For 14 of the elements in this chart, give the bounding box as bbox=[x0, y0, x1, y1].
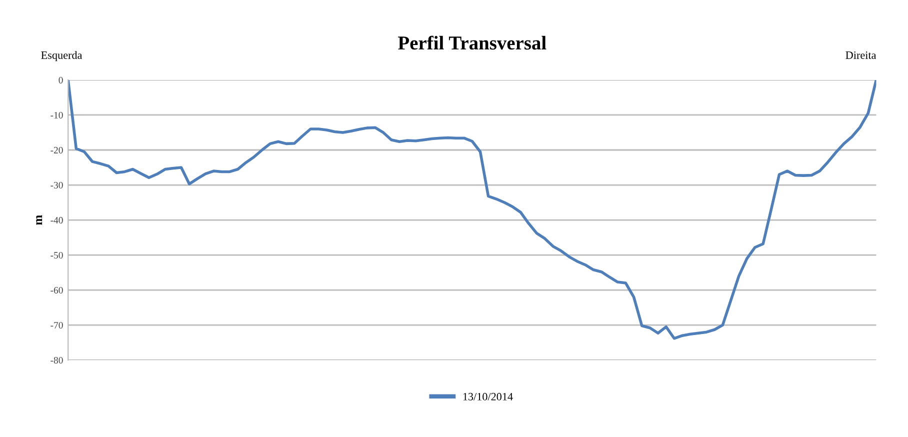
y-tick-label: -40 bbox=[50, 216, 63, 224]
y-tick-label: -80 bbox=[50, 356, 63, 364]
y-tick-label: -60 bbox=[50, 286, 63, 294]
y-tick-label: -10 bbox=[50, 112, 63, 118]
text: Esquerda bbox=[41, 51, 82, 62]
y-axis-title: m bbox=[36, 215, 42, 225]
chart-title: Perfil Transversal bbox=[398, 36, 546, 50]
y-tick-label: -30 bbox=[50, 182, 63, 188]
y-tick-label: -50 bbox=[50, 252, 63, 259]
y-tick-label: -20 bbox=[50, 146, 63, 154]
text: Direita bbox=[846, 51, 876, 59]
legend-label: 13/10/2014 bbox=[463, 392, 513, 400]
y-tick-label: -70 bbox=[50, 322, 63, 329]
y-tick-label: 0 bbox=[58, 76, 63, 84]
